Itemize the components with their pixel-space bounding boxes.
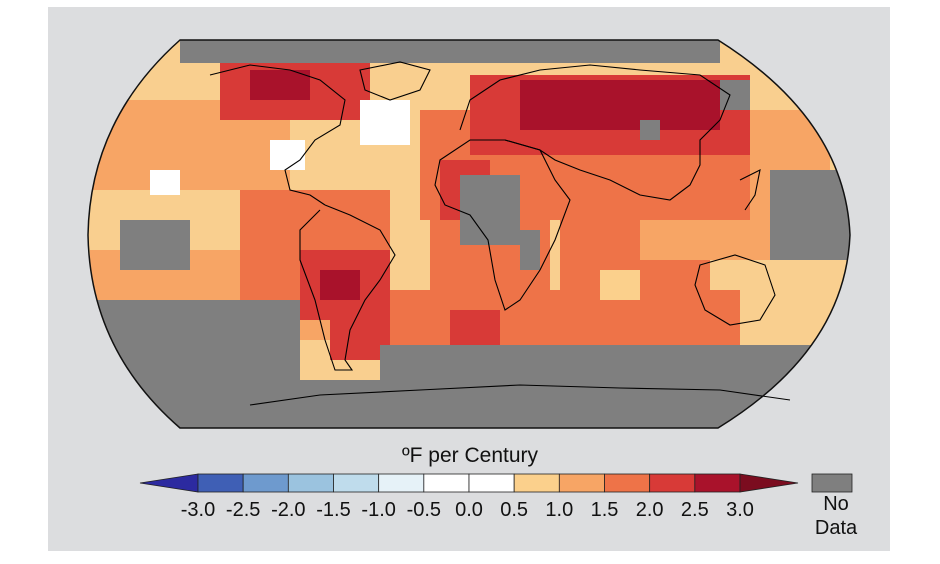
australia-coast <box>694 254 776 326</box>
us-east-zero <box>270 140 305 170</box>
colorbar-tick-label: 3.0 <box>726 499 754 521</box>
colorbar-segment <box>197 473 244 493</box>
no-data-label-line-1: No <box>823 493 849 515</box>
south-atlantic-hot <box>450 310 500 350</box>
colorbar-tick-label: -0.5 <box>406 499 442 521</box>
colorbar-tick-label: 1.0 <box>545 499 574 521</box>
colorbar-tick-label: 2.5 <box>680 499 709 521</box>
legend-title: ºF per Century <box>401 444 539 467</box>
antarctica-no-data <box>90 380 850 428</box>
arctic-no-data <box>180 40 720 63</box>
colorbar-segment <box>333 473 380 493</box>
colorbar-tick-label: -1.5 <box>316 499 351 521</box>
colorbar-tick-label: 2.0 <box>635 499 664 521</box>
colorbar-tick-label: 0.5 <box>500 499 529 521</box>
colorbar-tick-label: -3.0 <box>180 499 216 521</box>
antarctica-coast <box>249 384 791 406</box>
colorbar-tick-label: -2.5 <box>225 499 261 521</box>
colorbar-tick-label: 1.5 <box>590 499 619 521</box>
colorbar-arrow-high <box>739 473 799 493</box>
south-ocean-no-data <box>380 345 840 385</box>
sahara-no-data <box>460 175 520 245</box>
colorbar-segment <box>649 473 696 493</box>
no-data-label: No Data <box>806 492 866 540</box>
colorbar-arrow-low <box>139 473 199 493</box>
colorbar-tick-label: -1.0 <box>361 499 396 521</box>
colorbar-segment <box>604 473 651 493</box>
congo-no-data <box>520 230 540 270</box>
map-border <box>87 39 851 429</box>
pacific-zero <box>150 170 180 195</box>
south-pacific-no-data <box>88 300 300 380</box>
coastlines <box>209 61 791 406</box>
colorbar-segment <box>513 473 560 493</box>
japan-coast <box>739 169 761 211</box>
colorbar-segment <box>287 473 334 493</box>
colorbar-segment <box>378 473 425 493</box>
central-pacific-no-data <box>120 220 190 270</box>
siberia-no-data <box>720 80 750 110</box>
greenland-coast <box>359 61 431 101</box>
east-pacific-no-data <box>770 170 850 260</box>
no-data-label-line-2: Data <box>814 517 858 539</box>
colorbar-tick-label: 0.0 <box>455 499 483 521</box>
north-america-coast <box>209 64 346 206</box>
alaska-hottest <box>250 70 310 100</box>
eurasia-coast <box>459 64 731 201</box>
colorbar-segment <box>242 473 289 493</box>
brazil-hottest <box>320 270 360 300</box>
colorbar-segment <box>423 473 470 493</box>
temperature-grid <box>88 40 850 428</box>
south-america-coast <box>299 204 396 371</box>
indian-ocean-cool <box>600 270 640 300</box>
colorbar <box>139 473 799 493</box>
colorbar-segment <box>468 473 515 493</box>
central-asia-no-data <box>640 120 660 140</box>
siberia-hottest <box>520 80 720 130</box>
colorbar-tick-label: -2.0 <box>271 499 306 521</box>
colorbar-segment <box>558 473 605 493</box>
north-atlantic-zero <box>360 100 410 145</box>
colorbar-segment <box>694 473 741 493</box>
no-data-swatch <box>811 473 853 493</box>
